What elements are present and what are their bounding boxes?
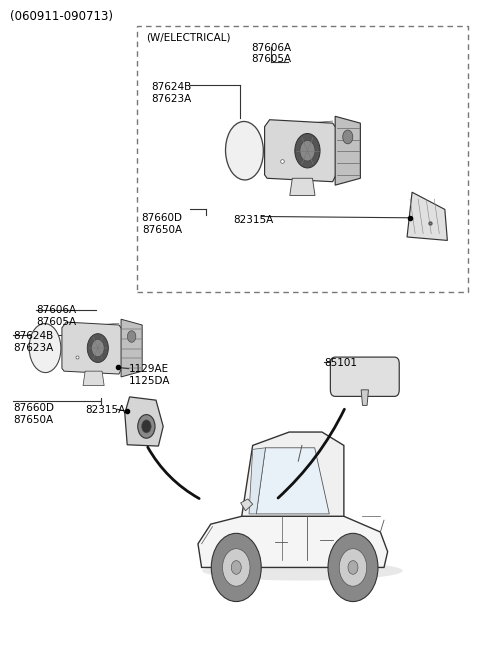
Polygon shape	[240, 499, 252, 511]
Circle shape	[300, 140, 315, 161]
Circle shape	[138, 415, 155, 438]
Text: 87606A
87605A: 87606A 87605A	[36, 305, 76, 327]
Circle shape	[295, 133, 320, 168]
Circle shape	[142, 420, 151, 433]
Text: 87624B
87623A: 87624B 87623A	[13, 331, 54, 353]
Circle shape	[343, 130, 353, 144]
Text: 87624B
87623A: 87624B 87623A	[151, 82, 192, 104]
Text: 1129AE
1125DA: 1129AE 1125DA	[129, 364, 170, 386]
Text: (W/ELECTRICAL): (W/ELECTRICAL)	[146, 33, 231, 43]
Circle shape	[92, 339, 104, 357]
Polygon shape	[264, 119, 338, 182]
Polygon shape	[198, 516, 388, 567]
Text: 87606A
87605A: 87606A 87605A	[251, 43, 291, 64]
Circle shape	[87, 334, 108, 363]
Text: 87660D
87650A: 87660D 87650A	[13, 403, 54, 425]
Circle shape	[231, 561, 241, 574]
Polygon shape	[249, 448, 265, 514]
Ellipse shape	[202, 561, 403, 581]
Polygon shape	[242, 432, 344, 516]
Circle shape	[339, 548, 367, 586]
Polygon shape	[83, 371, 104, 386]
Polygon shape	[62, 322, 123, 374]
Text: 82315A: 82315A	[233, 215, 273, 225]
Text: 85101: 85101	[324, 358, 357, 367]
Circle shape	[328, 533, 378, 602]
Text: 87660D
87650A: 87660D 87650A	[142, 213, 182, 235]
Polygon shape	[125, 397, 163, 446]
Polygon shape	[335, 116, 360, 185]
Circle shape	[223, 548, 250, 586]
Polygon shape	[361, 390, 369, 405]
Ellipse shape	[226, 121, 264, 180]
Circle shape	[211, 533, 261, 602]
Ellipse shape	[29, 323, 61, 373]
Polygon shape	[290, 178, 315, 195]
Polygon shape	[121, 319, 142, 377]
Polygon shape	[407, 192, 447, 240]
Text: (060911-090713): (060911-090713)	[10, 10, 113, 23]
Text: 82315A: 82315A	[85, 405, 126, 415]
Circle shape	[127, 331, 136, 342]
FancyBboxPatch shape	[330, 357, 399, 396]
Circle shape	[348, 561, 358, 574]
Polygon shape	[256, 448, 329, 514]
